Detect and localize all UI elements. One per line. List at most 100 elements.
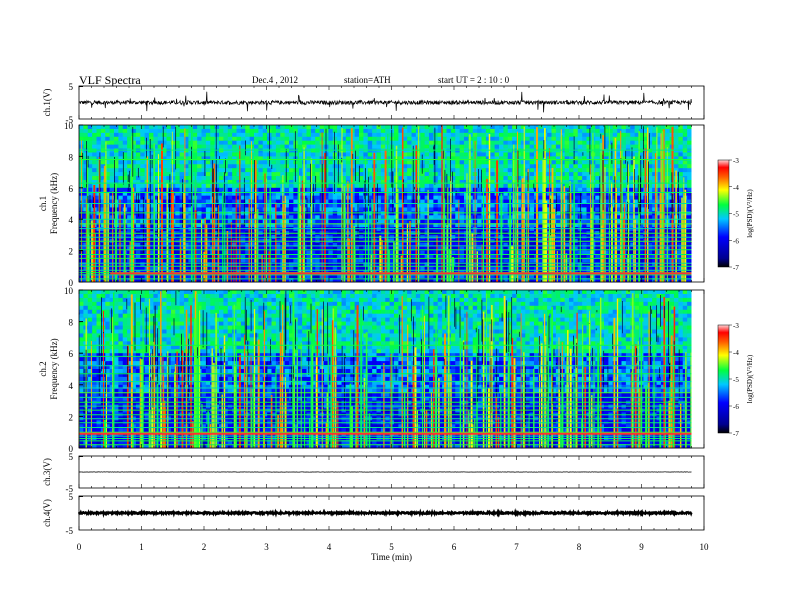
- spectrogram-cell: [223, 250, 229, 255]
- spectrogram-cell: [682, 183, 688, 189]
- spectrogram-cell: [639, 176, 644, 181]
- spectrogram-cell: [398, 246, 404, 252]
- spectrogram-cell: [586, 242, 592, 248]
- spectrogram-cell: [109, 227, 115, 232]
- spectrogram-cell: [306, 128, 312, 134]
- spectrogram-cell: [485, 223, 491, 228]
- spectrogram-cell: [179, 207, 185, 212]
- spectrogram-cell: [538, 219, 544, 224]
- spectrogram-cell: [310, 140, 316, 146]
- spectrogram-cell: [446, 132, 452, 138]
- spectrogram-cell: [157, 219, 163, 224]
- spectrogram-cell: [135, 136, 141, 142]
- spectrogram-cell: [595, 156, 601, 161]
- spectrogram-cell: [219, 254, 224, 259]
- spectrogram-cell: [538, 176, 544, 181]
- spectrogram-cell: [214, 195, 220, 200]
- spectrogram-cell: [665, 128, 671, 134]
- spectrogram-cell: [219, 246, 224, 252]
- spectrogram-cell: [100, 215, 106, 220]
- spectrogram-cell: [363, 132, 369, 138]
- spectrogram-cell: [490, 195, 496, 200]
- spectrogram-cell: [442, 136, 447, 142]
- spectrogram-cell: [100, 160, 106, 165]
- spectrogram-cell: [188, 250, 194, 255]
- spectrogram-cell: [652, 227, 657, 232]
- spectrogram-cell: [267, 168, 272, 173]
- spectrogram-cell: [551, 152, 557, 157]
- spectrogram-cell: [433, 125, 439, 130]
- spectrogram-cell: [389, 223, 395, 228]
- spectrogram-cell: [617, 250, 622, 255]
- spectrogram-cell: [503, 246, 509, 252]
- spectrogram-cell: [236, 227, 242, 232]
- spectrogram-cell: [328, 191, 334, 197]
- spectrogram-cell: [678, 140, 684, 146]
- spectrogram-cell: [459, 223, 465, 228]
- spectrogram-cell: [306, 191, 312, 197]
- spectrogram-cell: [608, 125, 614, 130]
- spectrogram-cell: [380, 242, 386, 248]
- spectrogram-cell: [678, 195, 684, 200]
- spectrogram-cell: [380, 207, 386, 212]
- spectrogram-cell: [380, 136, 386, 142]
- spectrogram-cell: [284, 199, 290, 204]
- spectrogram-cell: [310, 172, 316, 177]
- spectrogram-cell: [271, 148, 277, 153]
- spectrogram-cell: [232, 179, 237, 185]
- spectrogram-cell: [639, 215, 644, 220]
- spectrogram-cell: [652, 203, 657, 208]
- spectrogram-cell: [376, 132, 382, 138]
- spectrogram-cell: [450, 140, 456, 146]
- spectrogram-cell: [118, 164, 124, 169]
- spectrogram-cell: [149, 125, 154, 130]
- spectrogram-cell: [201, 195, 207, 200]
- spectrogram-cell: [490, 187, 496, 193]
- spectrogram-cell: [83, 148, 89, 153]
- spectrogram-cell: [634, 156, 640, 161]
- spectrogram-cell: [398, 195, 404, 200]
- spectrogram-cell: [315, 125, 321, 130]
- spectrogram-cell: [490, 176, 496, 181]
- spectrogram-cell: [157, 125, 163, 130]
- spectrogram-cell: [289, 144, 294, 149]
- spectrogram-cell: [262, 128, 268, 134]
- spectrogram-cell: [131, 128, 137, 134]
- spectrogram-cell: [656, 195, 662, 200]
- spectrogram-cell: [188, 144, 194, 149]
- spectrogram-cell: [477, 203, 482, 208]
- spectrogram-cell: [512, 172, 517, 177]
- spectrogram-cell: [564, 152, 570, 157]
- spectrogram-cell: [289, 258, 294, 263]
- spectrogram-cell: [512, 160, 517, 165]
- spectrogram-cell: [175, 242, 181, 248]
- spectrogram-cell: [477, 140, 482, 146]
- spectrogram-cell: [687, 250, 692, 255]
- spectrogram-cell: [477, 179, 482, 185]
- spectrogram-cell: [328, 211, 334, 216]
- spectrogram-cell: [687, 164, 692, 169]
- spectrogram-cell: [617, 176, 622, 181]
- spectrogram-cell: [652, 140, 657, 146]
- spectrogram-cell: [188, 219, 194, 224]
- spectrogram-cell: [162, 242, 167, 248]
- spectrogram-cell: [184, 203, 189, 208]
- spectrogram-cell: [328, 179, 334, 185]
- spectrogram-cell: [232, 195, 237, 200]
- spectrogram-cell: [280, 168, 286, 173]
- spectrogram-cell: [240, 246, 246, 252]
- spectrogram-cell: [490, 215, 496, 220]
- spectrogram-cell: [214, 160, 220, 165]
- spectrogram-cell: [223, 176, 229, 181]
- spectrogram-cell: [122, 183, 128, 189]
- spectrogram-cell: [354, 199, 360, 204]
- spectrogram-cell: [92, 136, 97, 142]
- spectrogram-cell: [621, 152, 627, 157]
- spectrogram-cell: [647, 223, 653, 228]
- spectrogram-cell: [205, 211, 211, 216]
- spectrogram-cell: [245, 191, 251, 197]
- spectrogram-cell: [284, 156, 290, 161]
- spectrogram-cell: [332, 199, 338, 204]
- spectrogram-cell: [464, 144, 469, 149]
- spectrogram-cell: [604, 183, 609, 189]
